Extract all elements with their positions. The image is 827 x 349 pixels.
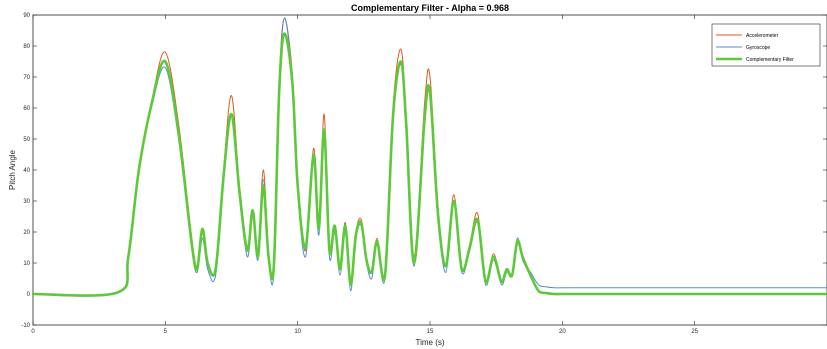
y-tick-label: 70 (23, 75, 30, 81)
legend: Accelerometer Gyroscope Complementary Filt… (711, 23, 821, 67)
legend-label-accelerometer: Accelerometer (746, 33, 779, 39)
y-axis-label: Pitch Angle (8, 149, 17, 190)
legend-label-gyroscope: Gyroscope (746, 45, 770, 51)
y-tick-label: 60 (23, 106, 30, 112)
y-tick-label: 10 (23, 261, 30, 267)
y-tick-label: 40 (23, 168, 30, 174)
x-tick-label: 15 (427, 329, 434, 335)
x-tick-label: 10 (294, 329, 301, 335)
x-tick-label: 25 (691, 329, 698, 335)
chart-title: Complementary Filter - Alpha = 0.968 (351, 3, 509, 13)
y-tick-label: 90 (23, 13, 30, 19)
x-axis-label: Time (s) (415, 338, 444, 347)
legend-label-complementary-filter: Complementary Filter (746, 57, 794, 63)
y-tick-label: 50 (23, 137, 30, 143)
y-tick-label: 0 (27, 292, 31, 298)
x-tick-label: 0 (31, 329, 35, 335)
y-tick-label: 20 (23, 230, 30, 236)
x-tick-label: 20 (559, 329, 566, 335)
y-tick-label: -10 (21, 323, 30, 329)
complementary-filter-line (31, 32, 827, 297)
plot-area (32, 14, 827, 326)
y-tick-label: 30 (23, 199, 30, 205)
series-lines (31, 17, 827, 297)
y-tick-label: 80 (23, 44, 30, 50)
x-tick-label: 5 (164, 329, 168, 335)
